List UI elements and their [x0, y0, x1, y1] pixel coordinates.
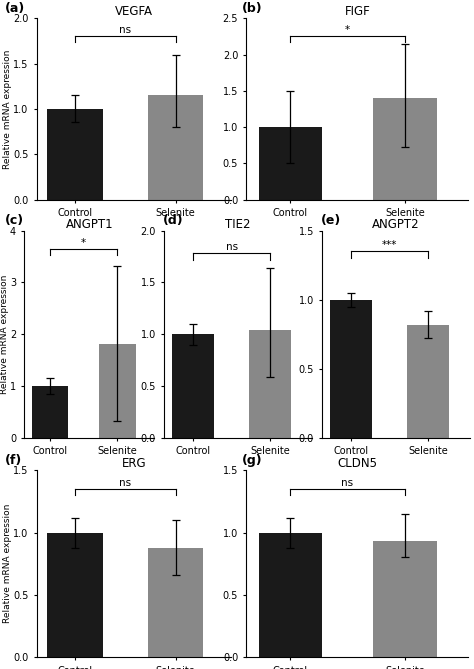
Bar — [148, 547, 203, 657]
Text: (c): (c) — [5, 214, 24, 227]
Y-axis label: Relative mRNA expression: Relative mRNA expression — [3, 504, 12, 624]
Text: *: * — [81, 237, 86, 248]
Bar — [47, 109, 103, 199]
Text: (g): (g) — [242, 454, 263, 467]
Title: VEGFA: VEGFA — [115, 5, 153, 18]
Text: (d): (d) — [163, 214, 183, 227]
Title: FIGF: FIGF — [345, 5, 370, 18]
Bar — [258, 127, 322, 199]
Title: ANGPT2: ANGPT2 — [373, 217, 420, 231]
Title: TIE2: TIE2 — [226, 217, 251, 231]
Text: (f): (f) — [5, 454, 22, 467]
Text: *: * — [345, 25, 350, 35]
Text: ns: ns — [119, 25, 131, 35]
Bar — [47, 533, 103, 657]
Title: ERG: ERG — [122, 457, 146, 470]
Bar — [173, 334, 214, 438]
Y-axis label: Relative mRNA expression: Relative mRNA expression — [0, 274, 9, 394]
Bar — [249, 330, 291, 438]
Text: ns: ns — [119, 478, 131, 488]
Title: ANGPT1: ANGPT1 — [65, 217, 113, 231]
Text: (e): (e) — [321, 214, 341, 227]
Bar — [32, 386, 68, 438]
Bar — [258, 533, 322, 657]
Bar — [374, 98, 437, 199]
Bar — [99, 344, 136, 438]
Bar — [407, 324, 449, 438]
Y-axis label: Relative mRNA expression: Relative mRNA expression — [3, 50, 12, 169]
Bar — [330, 300, 373, 438]
Text: (b): (b) — [242, 2, 263, 15]
Text: ns: ns — [341, 478, 354, 488]
Text: ns: ns — [226, 242, 238, 252]
Bar — [148, 95, 203, 199]
Text: ***: *** — [382, 240, 397, 250]
Text: (a): (a) — [5, 2, 25, 15]
Title: CLDN5: CLDN5 — [337, 457, 377, 470]
Bar — [374, 541, 437, 657]
